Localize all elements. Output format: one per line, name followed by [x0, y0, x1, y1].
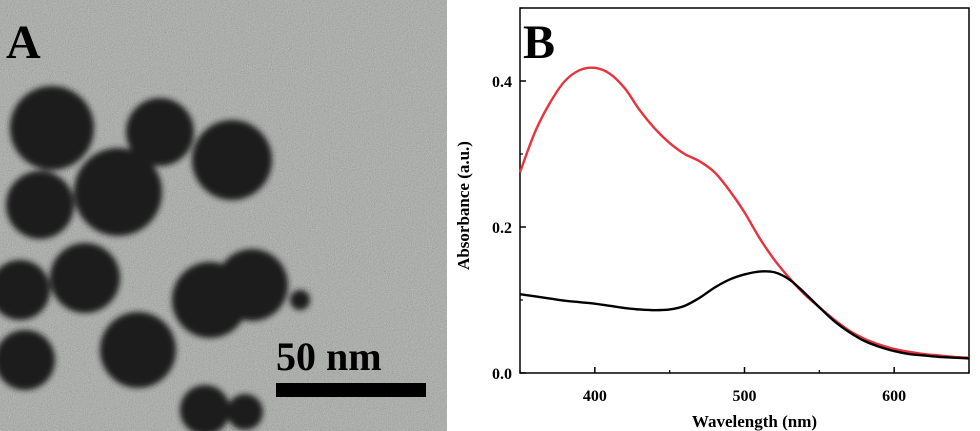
- nanoparticle: [100, 312, 176, 388]
- series-line-red: [518, 66, 970, 359]
- y-tick-label: 0.0: [492, 366, 512, 383]
- nanoparticle: [50, 243, 120, 313]
- nanoparticle: [10, 86, 94, 170]
- y-tick-label: 0.4: [492, 74, 512, 91]
- tem-grain-texture: [0, 0, 447, 431]
- nanoparticle: [216, 249, 288, 321]
- nanoparticle: [6, 171, 74, 239]
- nanoparticle: [74, 148, 162, 236]
- tem-image: A 50 nm: [0, 0, 447, 431]
- x-tick-label: 600: [882, 388, 906, 405]
- plot-frame: [519, 7, 970, 374]
- absorbance-chart: B 400 500 600 0.0 0.2 0.4 Wavelength (nm) Ab…: [454, 7, 970, 431]
- x-tick-label: 400: [583, 388, 607, 405]
- nanoparticle: [180, 385, 230, 431]
- x-axis-title: Wavelength (nm): [692, 412, 817, 431]
- nanoparticle: [227, 394, 263, 430]
- panel-b-label: B: [523, 16, 555, 69]
- nanoparticle: [290, 290, 310, 310]
- scale-bar: [276, 383, 426, 397]
- x-axis-ticks: 400 500 600: [519, 367, 970, 405]
- series-line-black: [519, 270, 970, 360]
- y-tick-label: 0.2: [492, 220, 512, 237]
- scale-bar-label: 50 nm: [276, 334, 382, 379]
- y-axis-title: Absorbance (a.u.): [454, 141, 473, 270]
- tem-micrograph-panel: A 50 nm: [0, 0, 447, 431]
- nanoparticle-cluster: [0, 86, 310, 431]
- x-tick-label: 500: [733, 388, 757, 405]
- panel-a-label: A: [6, 16, 41, 69]
- y-axis-ticks: 0.0 0.2 0.4: [492, 7, 526, 383]
- absorbance-chart-panel: B 400 500 600 0.0 0.2 0.4 Wavelength (nm) Ab…: [447, 0, 980, 431]
- nanoparticle: [0, 330, 55, 390]
- nanoparticle: [192, 120, 272, 200]
- nanoparticle: [126, 98, 194, 166]
- nanoparticle: [0, 260, 50, 320]
- plot-border: [519, 7, 970, 374]
- series-layer: [518, 66, 970, 360]
